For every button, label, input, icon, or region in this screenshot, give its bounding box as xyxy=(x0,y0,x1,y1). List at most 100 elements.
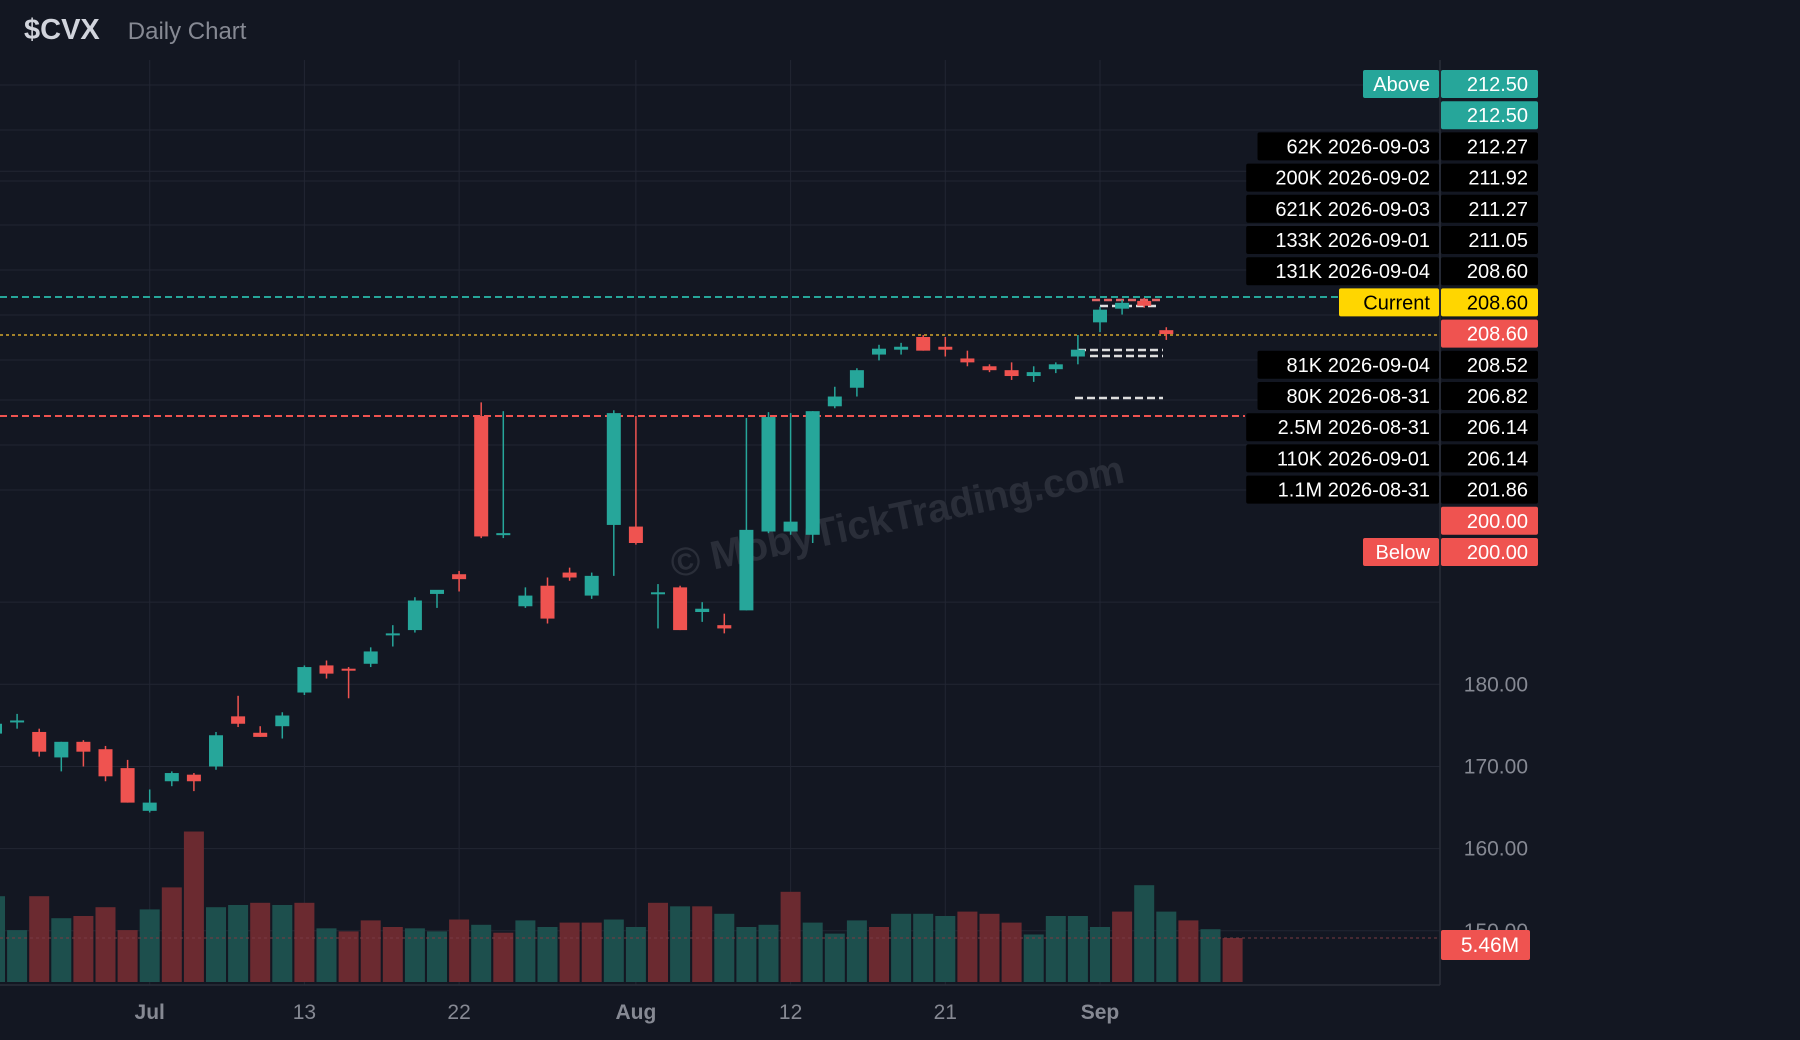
level-tag-text: 131K 2026-09-04 xyxy=(1275,261,1430,283)
candle xyxy=(363,647,378,668)
level-label-dark: 211.27 621K 2026-09-03 xyxy=(1246,194,1538,223)
candle-body xyxy=(1159,330,1174,335)
level-label-dark: 212.27 62K 2026-09-03 xyxy=(1257,132,1538,161)
level-value-box xyxy=(1441,382,1538,410)
level-value-text: 212.50 xyxy=(1467,105,1528,127)
price-tick-label: 160.00 xyxy=(1464,838,1528,861)
candle-body xyxy=(142,802,157,811)
candle-body xyxy=(584,575,599,596)
volume-bar xyxy=(869,927,889,982)
candle xyxy=(628,416,643,545)
candle-body xyxy=(849,370,864,388)
candles xyxy=(0,297,1174,813)
volume-bar xyxy=(1178,920,1199,982)
volume-bar xyxy=(139,909,160,982)
candle-body xyxy=(496,533,511,536)
candle-body xyxy=(319,665,334,674)
level-value-text: 208.60 xyxy=(1467,261,1528,283)
level-value-box xyxy=(1441,257,1538,286)
time-axis-labels: Jul 13 22 Aug 12 21 Sep xyxy=(135,1001,1120,1024)
volume-bar xyxy=(1134,885,1155,982)
candle xyxy=(297,665,312,695)
candle-body xyxy=(540,585,555,619)
level-tag-box xyxy=(1257,382,1439,410)
level-value-box xyxy=(1441,226,1538,254)
volume-bar xyxy=(935,916,956,982)
timeframe-label[interactable]: Daily Chart xyxy=(127,18,247,45)
level-value-text: 208.60 xyxy=(1467,292,1528,314)
candle-body xyxy=(275,715,290,727)
volume-bar xyxy=(7,930,28,982)
volume-bar xyxy=(957,911,978,982)
candle-body xyxy=(430,589,444,594)
candle-body xyxy=(1115,302,1130,309)
level-tag-box xyxy=(1339,288,1439,317)
candle xyxy=(982,364,997,373)
volume-bar xyxy=(714,913,735,982)
level-tag-box xyxy=(1246,257,1439,286)
candle-body xyxy=(1137,300,1152,306)
candle-body xyxy=(452,574,467,580)
candle xyxy=(540,577,555,624)
candle-body xyxy=(341,668,356,671)
level-value-text: 211.27 xyxy=(1468,199,1528,221)
candle-body xyxy=(1070,349,1085,357)
volume-bar xyxy=(1023,934,1044,982)
candle xyxy=(1115,299,1130,315)
candle-body xyxy=(872,348,886,355)
candle-body xyxy=(0,723,2,734)
volume-level-markers xyxy=(1075,298,1163,400)
level-tag-box xyxy=(1246,413,1439,442)
time-label: Jul xyxy=(135,1001,165,1024)
volume-bar xyxy=(294,902,315,982)
level-value-box xyxy=(1441,163,1538,192)
volume-bar xyxy=(670,906,691,982)
candle xyxy=(651,584,665,629)
volume-bar xyxy=(0,896,5,982)
candle-body xyxy=(562,572,577,578)
candle-body xyxy=(960,358,975,363)
volume-bar xyxy=(272,905,293,982)
time-label: 13 xyxy=(293,1001,316,1024)
price-tick-label: 180.00 xyxy=(1464,673,1528,696)
volume-bar xyxy=(471,924,492,982)
level-label-above: 212.50 xyxy=(1441,101,1538,130)
candle-body xyxy=(164,773,179,782)
level-tag-box xyxy=(1246,163,1439,192)
level-value-box xyxy=(1441,538,1538,566)
level-tag-text: 1.1M 2026-08-31 xyxy=(1278,480,1430,502)
volume-bar xyxy=(802,922,823,982)
level-label-dark: 211.05 133K 2026-09-01 xyxy=(1246,226,1538,254)
candle xyxy=(894,342,909,355)
candle xyxy=(827,386,842,409)
level-tag-box xyxy=(1257,132,1439,161)
candle-body xyxy=(894,346,909,350)
level-label-dark: 211.92 200K 2026-09-02 xyxy=(1246,163,1538,192)
level-label-below: 200.00 Below xyxy=(1363,538,1538,566)
volume-bar xyxy=(559,922,580,982)
candle-body xyxy=(98,749,113,777)
candle xyxy=(916,335,931,351)
time-label: 22 xyxy=(447,1001,470,1024)
symbol-title[interactable]: $CVX xyxy=(24,14,100,46)
level-tag-text: 200K 2026-09-02 xyxy=(1275,168,1430,190)
level-label-dark: 201.86 1.1M 2026-08-31 xyxy=(1246,475,1538,504)
volume-average-label: 5.46M xyxy=(1461,934,1519,957)
candle xyxy=(849,368,864,397)
candle xyxy=(562,567,577,581)
candle-body xyxy=(297,667,312,693)
candle-body xyxy=(1093,309,1107,323)
volume-bar xyxy=(692,906,713,982)
candle xyxy=(186,773,201,792)
level-tag-text: 110K 2026-09-01 xyxy=(1277,448,1430,470)
level-label-above: 212.50 Above xyxy=(1363,70,1538,98)
volume-bar xyxy=(1112,911,1133,982)
level-value-text: 200.00 xyxy=(1467,511,1528,533)
candle-body xyxy=(916,336,931,351)
candle xyxy=(253,726,268,737)
volume-bar xyxy=(824,933,845,982)
candle xyxy=(1070,335,1085,365)
level-tag-box xyxy=(1257,350,1439,379)
candle xyxy=(0,723,2,734)
